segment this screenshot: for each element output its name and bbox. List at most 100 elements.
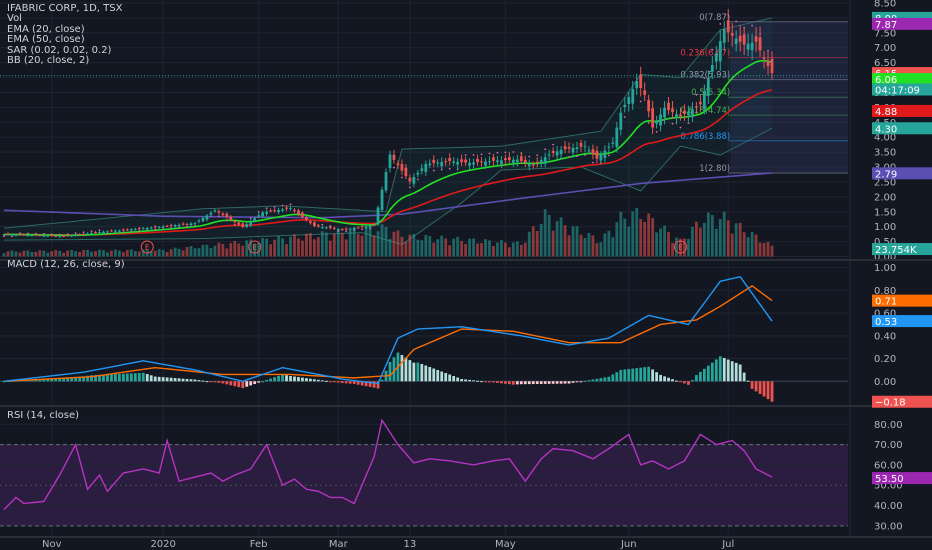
macd-histogram-bar	[229, 381, 233, 386]
volume-bar	[221, 243, 225, 257]
candle-body	[324, 227, 328, 229]
macd-histogram-bar	[324, 380, 328, 382]
x-tick-label: Mar	[329, 539, 349, 550]
fibonacci-level-label: 0.236(6.67)	[680, 49, 730, 59]
sar-dot	[735, 20, 738, 23]
macd-histogram-bar	[702, 368, 706, 382]
candle-body	[408, 177, 412, 182]
candle-body	[54, 235, 58, 237]
volume-bar	[523, 242, 527, 257]
macd-histogram-bar	[50, 378, 54, 382]
macd-histogram-bar	[420, 364, 424, 382]
volume-bar	[531, 226, 535, 257]
candle-body	[217, 211, 221, 213]
candle-body	[527, 164, 531, 167]
price-tick-label: 1.00	[874, 222, 896, 233]
volume-bar	[149, 251, 153, 257]
candle-body	[384, 172, 388, 191]
volume-bar	[316, 237, 320, 257]
volume-bar	[324, 232, 328, 257]
volume-bar	[651, 218, 655, 257]
volume-bar	[58, 250, 62, 257]
candle-body	[74, 234, 78, 236]
macd-histogram-bar	[46, 378, 50, 382]
candle-body	[603, 150, 607, 158]
macd-histogram-bar	[121, 373, 125, 382]
candle-body	[249, 221, 253, 226]
macd-histogram-bar	[137, 372, 141, 382]
candle-body	[177, 224, 181, 226]
candle-body	[754, 36, 758, 42]
candle-body	[623, 104, 627, 107]
volume-bar	[70, 249, 74, 257]
candle-body	[42, 235, 46, 237]
sar-dot	[576, 155, 578, 157]
x-tick-label: Jul	[721, 539, 734, 550]
candle-body	[372, 224, 376, 226]
candle-body	[129, 229, 133, 231]
volume-bar	[440, 235, 444, 257]
candle-body	[209, 212, 213, 215]
macd-tick-label: 0.40	[874, 331, 896, 342]
sar-dot	[703, 77, 706, 79]
candle-body	[173, 225, 177, 227]
macd-histogram-bar	[492, 381, 495, 383]
macd-histogram-bar	[635, 368, 639, 382]
candle-body	[591, 149, 595, 155]
candle-body	[293, 210, 296, 212]
volume-bar	[710, 215, 714, 257]
candle-body	[392, 154, 396, 160]
macd-histogram-bar	[328, 381, 332, 383]
bollinger-lower-line	[3, 127, 773, 246]
candle-body	[543, 157, 547, 164]
sar-dot	[217, 215, 220, 218]
candle-body	[468, 162, 471, 166]
volume-bar	[332, 233, 336, 257]
price-badge-label: 4.30	[875, 124, 897, 135]
macd-histogram-bar	[651, 369, 655, 382]
legend-line: BB (20, close, 2)	[7, 55, 90, 67]
candle-body	[698, 101, 702, 105]
sar-dot	[440, 168, 443, 171]
candle-body	[535, 161, 539, 163]
volume-bar	[352, 227, 356, 257]
macd-histogram-bar	[655, 372, 659, 382]
volume-bar	[233, 240, 237, 257]
candle-body	[281, 209, 284, 211]
rsi-badge-label: 53.50	[875, 474, 904, 485]
volume-bar	[762, 243, 766, 257]
volume-bar	[209, 248, 213, 257]
sar-dot	[488, 152, 491, 155]
sar-dot	[11, 235, 13, 238]
volume-bar	[181, 250, 185, 257]
volume-bar	[356, 233, 360, 257]
macd-histogram-bar	[173, 378, 177, 382]
macd-histogram-bar	[500, 381, 503, 384]
sar-dot	[592, 161, 594, 164]
volume-bar	[583, 237, 587, 257]
candle-body	[368, 225, 372, 228]
macd-histogram-bar	[730, 361, 734, 382]
volume-bar	[380, 224, 384, 257]
candle-body	[396, 163, 400, 166]
candle-body	[241, 223, 245, 227]
candle-body	[98, 232, 101, 234]
volume-bar	[110, 250, 113, 257]
macd-histogram-bar	[38, 379, 42, 382]
candle-body	[599, 154, 603, 161]
macd-histogram-bar	[619, 369, 623, 382]
candle-body	[229, 216, 233, 220]
candle-body	[635, 81, 639, 89]
volume-bar	[50, 251, 54, 257]
macd-histogram-bar	[221, 381, 225, 384]
macd-histogram-bar	[189, 379, 193, 382]
candle-body	[428, 163, 432, 166]
macd-histogram-bar	[388, 361, 392, 382]
volume-bar	[360, 235, 364, 257]
volume-bar	[277, 235, 280, 257]
sar-dot	[273, 206, 276, 208]
macd-histogram-bar	[603, 377, 607, 382]
price-badge	[872, 17, 932, 30]
ema50-line	[3, 89, 773, 236]
